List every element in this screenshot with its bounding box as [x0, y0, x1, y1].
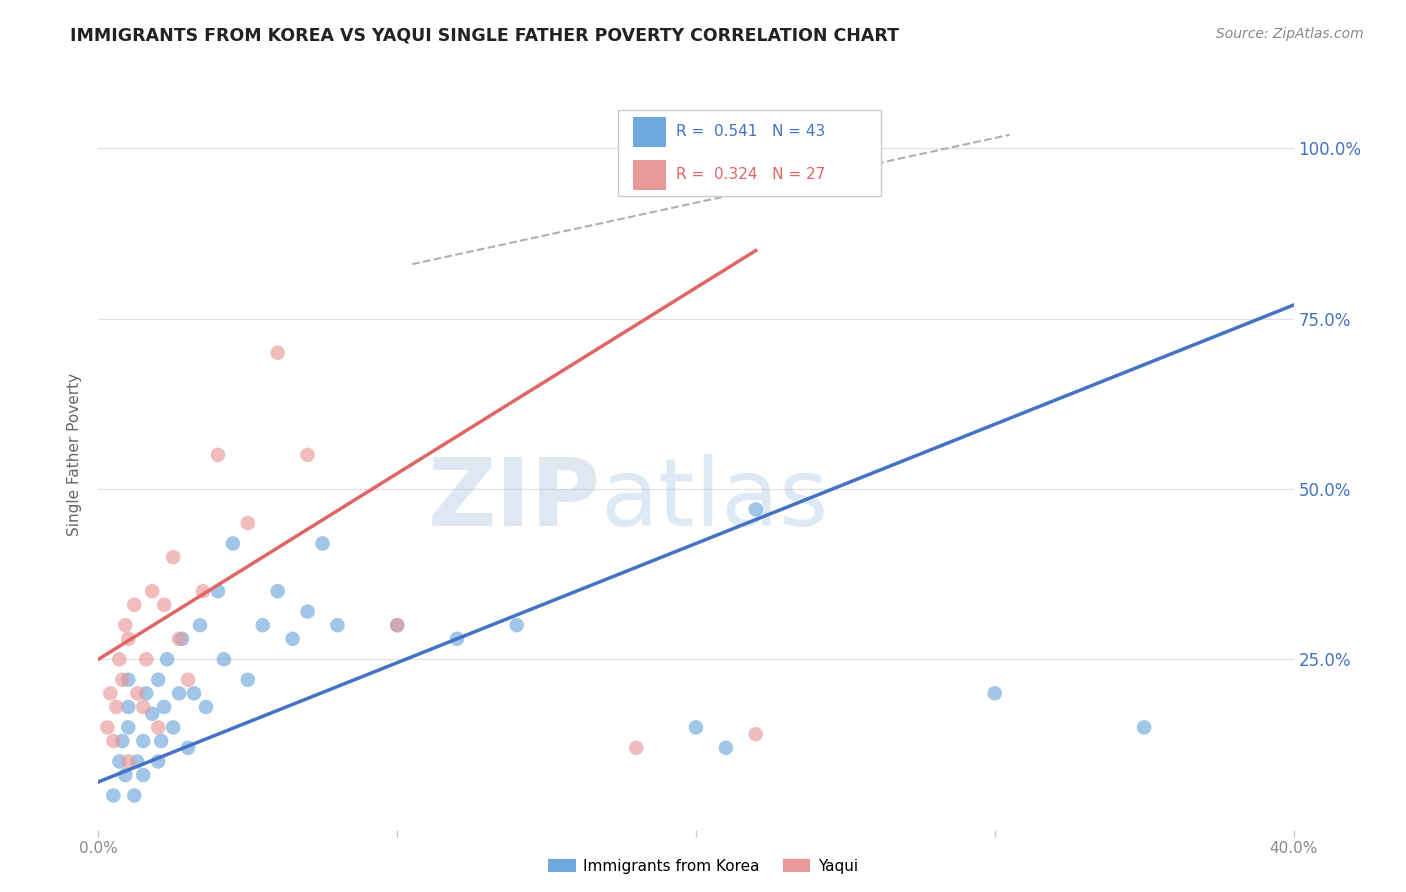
Point — [984, 686, 1007, 700]
Point — [96, 720, 118, 734]
Point — [281, 632, 304, 646]
Point — [117, 720, 139, 734]
Point — [103, 789, 125, 803]
Point — [117, 755, 139, 769]
Text: atlas: atlas — [600, 454, 828, 546]
Point — [745, 727, 768, 741]
Point — [111, 673, 134, 687]
Point — [714, 740, 737, 755]
Point — [385, 618, 409, 632]
Point — [108, 652, 131, 666]
Point — [177, 740, 200, 755]
FancyBboxPatch shape — [619, 111, 882, 196]
Point — [191, 584, 214, 599]
Point — [114, 768, 136, 782]
Point — [506, 618, 529, 632]
Point — [207, 584, 229, 599]
Point — [132, 768, 155, 782]
Point — [135, 686, 157, 700]
Point — [236, 673, 259, 687]
Point — [117, 632, 139, 646]
Point — [117, 700, 139, 714]
Point — [127, 686, 149, 700]
Point — [132, 700, 155, 714]
Point — [148, 720, 170, 734]
Point — [236, 516, 259, 530]
Point — [207, 448, 229, 462]
Point — [195, 700, 218, 714]
Point — [153, 700, 176, 714]
FancyBboxPatch shape — [633, 160, 666, 190]
Point — [141, 584, 163, 599]
Point — [297, 605, 319, 619]
Point — [385, 618, 409, 632]
Point — [111, 734, 134, 748]
Text: Source: ZipAtlas.com: Source: ZipAtlas.com — [1216, 27, 1364, 41]
Point — [135, 652, 157, 666]
Text: IMMIGRANTS FROM KOREA VS YAQUI SINGLE FATHER POVERTY CORRELATION CHART: IMMIGRANTS FROM KOREA VS YAQUI SINGLE FA… — [70, 27, 900, 45]
Point — [105, 700, 128, 714]
Point — [153, 598, 176, 612]
Point — [167, 686, 190, 700]
Text: ZIP: ZIP — [427, 454, 600, 546]
Point — [172, 632, 194, 646]
Y-axis label: Single Father Poverty: Single Father Poverty — [67, 374, 83, 536]
Text: R =  0.541   N = 43: R = 0.541 N = 43 — [676, 124, 825, 139]
Point — [141, 706, 163, 721]
Point — [212, 652, 235, 666]
Point — [267, 345, 290, 359]
Point — [117, 673, 139, 687]
Legend: Immigrants from Korea, Yaqui: Immigrants from Korea, Yaqui — [541, 853, 865, 880]
Point — [132, 734, 155, 748]
Point — [446, 632, 468, 646]
Point — [222, 536, 245, 550]
Point — [127, 755, 149, 769]
Point — [188, 618, 211, 632]
Point — [626, 740, 648, 755]
Point — [150, 734, 173, 748]
Point — [252, 618, 274, 632]
Point — [311, 536, 333, 550]
Point — [124, 789, 146, 803]
Point — [156, 652, 179, 666]
Point — [108, 755, 131, 769]
Point — [1133, 720, 1156, 734]
Point — [148, 673, 170, 687]
Point — [162, 720, 184, 734]
Point — [297, 448, 319, 462]
Point — [148, 755, 170, 769]
Point — [326, 618, 349, 632]
Point — [183, 686, 205, 700]
Point — [685, 720, 707, 734]
Point — [124, 598, 146, 612]
Point — [745, 502, 768, 516]
Text: R =  0.324   N = 27: R = 0.324 N = 27 — [676, 168, 825, 182]
Point — [98, 686, 122, 700]
Point — [177, 673, 200, 687]
Point — [114, 618, 136, 632]
Point — [267, 584, 290, 599]
Point — [103, 734, 125, 748]
Point — [162, 550, 184, 565]
FancyBboxPatch shape — [633, 117, 666, 147]
Point — [167, 632, 190, 646]
